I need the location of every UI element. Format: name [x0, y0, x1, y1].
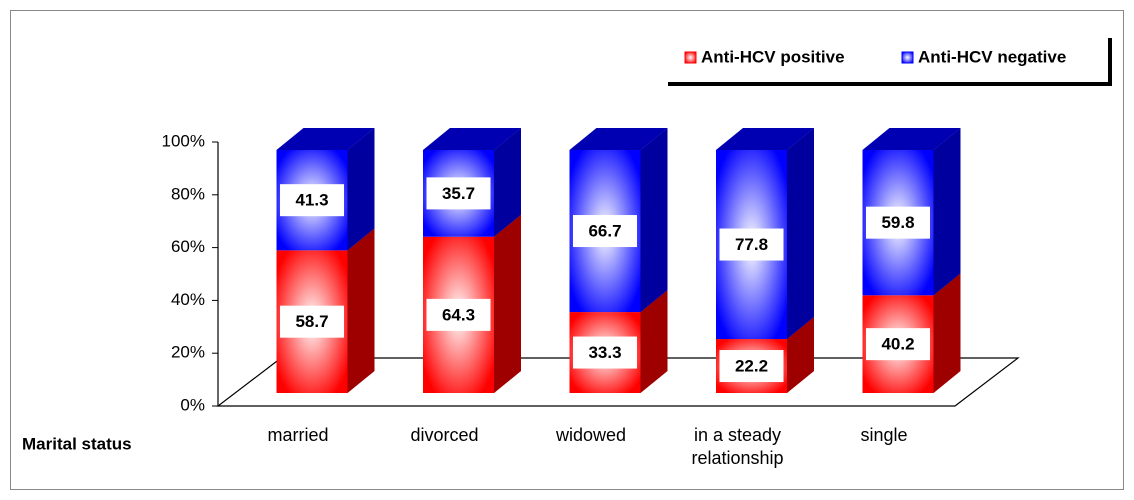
value-label-box [719, 228, 784, 261]
value-label: 33.3 [588, 343, 621, 362]
value-label: 58.7 [295, 312, 328, 331]
bar-side-shade [494, 128, 521, 237]
y-tick-label: 40% [171, 290, 205, 309]
value-label: 22.2 [735, 357, 768, 376]
legend-swatch [684, 51, 697, 64]
bar-side-shade [787, 317, 814, 393]
bar-side-shade [787, 128, 814, 340]
value-label-box [573, 215, 637, 248]
value-label: 35.7 [442, 184, 475, 203]
value-label-box [866, 328, 930, 361]
bar-top-shade [862, 128, 961, 150]
legend-box [673, 38, 1107, 78]
bar-top [423, 128, 521, 150]
x-tick-label: divorced [410, 425, 479, 445]
value-label: 40.2 [881, 335, 914, 354]
x-tick-label: single [860, 425, 908, 445]
bar-top [716, 128, 814, 150]
y-tick-label: 60% [171, 237, 205, 256]
y-tick-label: 80% [171, 184, 205, 203]
bar-side [494, 214, 521, 393]
value-label-box [426, 177, 491, 210]
bar-side [640, 128, 668, 313]
bar-side [933, 273, 961, 393]
value-label: 77.8 [735, 235, 768, 254]
legend-label: Anti-HCV negative [918, 47, 1066, 66]
value-label-box [426, 298, 491, 331]
bar-top-shade [276, 128, 375, 150]
floor [216, 357, 1020, 407]
value-label-box [573, 336, 637, 369]
bar-side-shade [933, 128, 961, 296]
bar-side-shade [640, 128, 668, 313]
bar-side [933, 128, 961, 296]
value-label: 66.7 [588, 222, 621, 241]
bar-side-shade [347, 128, 375, 251]
bar-side-shade [347, 228, 375, 393]
value-label-box [866, 206, 930, 239]
bar-side-shade [933, 273, 961, 393]
x-tick-label: widowed [555, 425, 627, 445]
bar-side [787, 317, 814, 393]
x-axis-label: Marital status [22, 434, 132, 453]
value-label-box [280, 184, 344, 217]
bar-side [347, 128, 375, 251]
bar-top [569, 128, 668, 150]
x-tick-label: in a steady relationship [691, 425, 784, 468]
x-tick-label: married [267, 425, 329, 445]
bar-top-shade [716, 128, 814, 150]
bar-top-shade [569, 128, 668, 150]
value-label-box [280, 305, 344, 338]
value-label: 41.3 [295, 191, 328, 210]
bar-side [494, 128, 521, 237]
legend-label: Anti-HCV positive [701, 47, 845, 66]
bar-side [347, 228, 375, 393]
bar-top [276, 128, 375, 150]
value-label-box [719, 350, 784, 383]
y-tick-label: 0% [180, 395, 205, 414]
y-tick-label: 20% [171, 343, 205, 362]
value-label: 64.3 [442, 305, 475, 324]
bar-side [640, 290, 668, 393]
value-label: 59.8 [881, 213, 914, 232]
bar-side-shade [494, 214, 521, 393]
bar-side [787, 128, 814, 340]
y-tick-label: 100% [162, 131, 205, 150]
bar-side-shade [640, 290, 668, 393]
bar-top [862, 128, 961, 150]
bar-top-shade [423, 128, 521, 150]
legend-swatch [901, 51, 914, 64]
